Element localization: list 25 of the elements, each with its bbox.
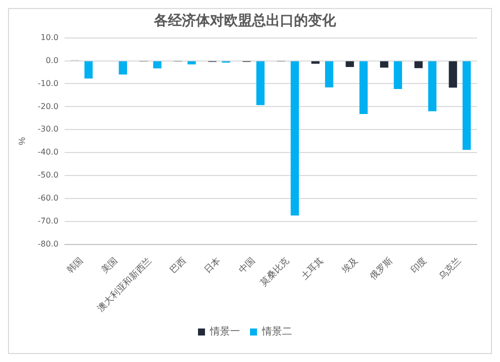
chart-title: 各经济体对欧盟总出口的变化: [153, 12, 337, 30]
y-tick-label: -10.0: [38, 78, 58, 88]
y-tick-label: -50.0: [38, 170, 58, 180]
x-tick-label: 中国: [236, 255, 258, 276]
x-tick-label: 美国: [99, 255, 120, 276]
y-tick-label: 0.0: [46, 56, 58, 65]
y-axis-title: %: [16, 137, 27, 146]
x-tick-label: 土耳其: [299, 255, 326, 282]
x-tick-label: 韩国: [64, 255, 86, 276]
x-tick-label: 埃及: [339, 255, 360, 276]
y-tick-label: -40.0: [38, 148, 58, 157]
y-tick-label: -70.0: [38, 216, 58, 226]
x-tick-label: 俄罗斯: [368, 255, 395, 282]
x-tick-label: 巴西: [168, 256, 189, 276]
y-tick-label: 10.0: [40, 32, 58, 42]
y-tick-label: -30.0: [38, 124, 58, 134]
legend-label: 情景二: [261, 326, 292, 338]
y-tick-label: -60.0: [38, 194, 58, 203]
y-tick-label: -80.0: [38, 240, 58, 249]
x-tick-label: 乌克兰: [436, 255, 464, 282]
x-tick-label: 日本: [202, 255, 223, 276]
y-tick-label: -20.0: [38, 102, 58, 111]
legend-label: 情景一: [209, 326, 240, 338]
x-tick-label: 莫桑比克: [258, 255, 292, 289]
x-tick-label: 印度: [408, 255, 430, 276]
